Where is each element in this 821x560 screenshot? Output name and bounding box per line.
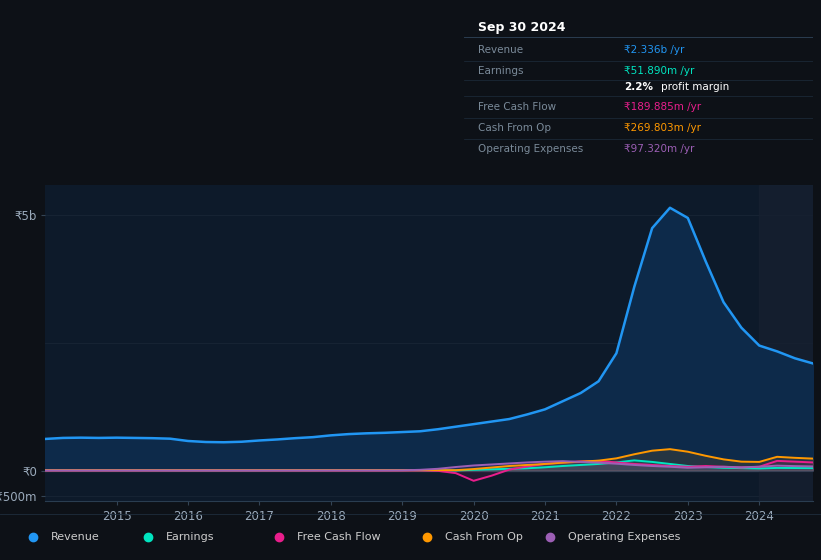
Text: ₹51.890m /yr: ₹51.890m /yr (624, 66, 695, 76)
Text: ₹189.885m /yr: ₹189.885m /yr (624, 102, 701, 112)
Text: Operating Expenses: Operating Expenses (568, 533, 681, 542)
Text: Sep 30 2024: Sep 30 2024 (478, 21, 566, 34)
Text: Cash From Op: Cash From Op (478, 123, 551, 133)
Text: Revenue: Revenue (51, 533, 99, 542)
Text: Revenue: Revenue (478, 45, 523, 55)
Bar (759, 185, 820, 501)
Text: profit margin: profit margin (661, 82, 729, 92)
Text: 2.2%: 2.2% (624, 82, 654, 92)
Text: Cash From Op: Cash From Op (445, 533, 523, 542)
Text: Earnings: Earnings (478, 66, 523, 76)
Text: Earnings: Earnings (166, 533, 214, 542)
Text: Free Cash Flow: Free Cash Flow (297, 533, 381, 542)
Text: Operating Expenses: Operating Expenses (478, 144, 583, 154)
Text: ₹97.320m /yr: ₹97.320m /yr (624, 144, 695, 154)
Text: Free Cash Flow: Free Cash Flow (478, 102, 556, 112)
Text: ₹2.336b /yr: ₹2.336b /yr (624, 45, 685, 55)
Text: ₹269.803m /yr: ₹269.803m /yr (624, 123, 701, 133)
